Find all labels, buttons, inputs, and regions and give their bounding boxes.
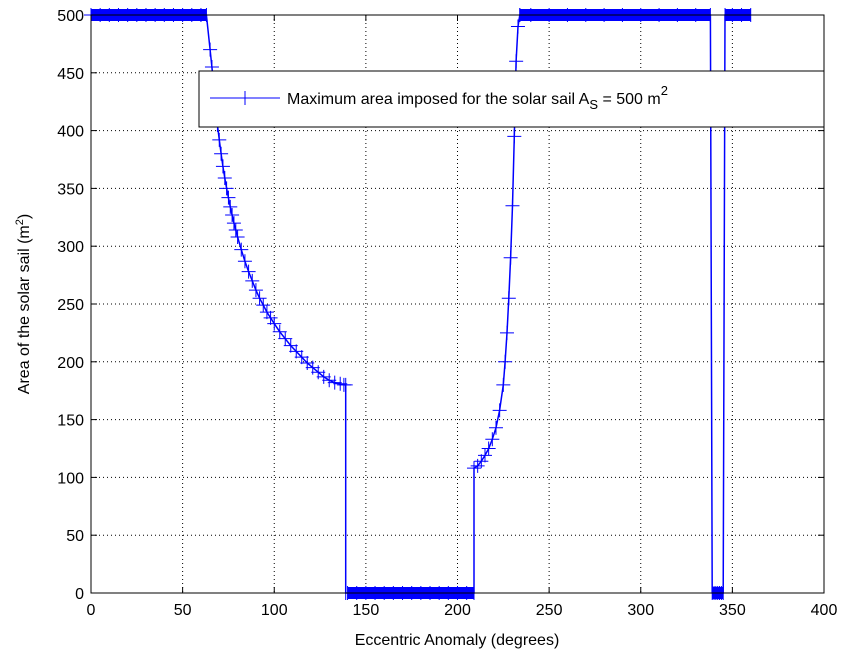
data-point-marker [283, 338, 298, 353]
data-point-marker [322, 373, 337, 388]
data-point-marker [215, 159, 230, 174]
data-point-marker [237, 254, 252, 269]
data-point-marker [503, 250, 518, 265]
data-point-marker [230, 229, 245, 244]
data-point-marker [501, 291, 516, 306]
data-point-marker [338, 377, 353, 392]
legend-label: Maximum area imposed for the solar sail … [287, 83, 668, 112]
data-point-marker [509, 54, 524, 69]
y-tick-label: 150 [57, 413, 84, 430]
data-point-marker [226, 216, 241, 231]
data-point-marker [221, 190, 236, 205]
data-point-marker [477, 448, 492, 463]
data-point-marker [252, 291, 267, 306]
y-tick-label: 50 [66, 528, 84, 545]
data-point-marker [488, 420, 503, 435]
data-point-marker [289, 344, 304, 359]
x-tick-label: 350 [719, 602, 746, 619]
x-tick-label: 50 [174, 602, 192, 619]
x-tick-labels: 0 50 100 150 200 250 300 350 400 [87, 602, 838, 619]
x-tick-label: 200 [444, 602, 471, 619]
y-tick-label: 200 [57, 355, 84, 372]
data-point-marker [212, 132, 227, 147]
data-point-marker [219, 181, 234, 196]
data-point-marker [492, 403, 507, 418]
x-tick-label: 100 [261, 602, 288, 619]
legend-label-main: Maximum area imposed for the solar sail … [287, 91, 590, 108]
x-tick-label: 250 [536, 602, 563, 619]
data-point-marker [234, 242, 249, 257]
y-tick-label: 300 [57, 239, 84, 256]
legend: Maximum area imposed for the solar sail … [198, 70, 825, 128]
data-point-marker [256, 298, 271, 313]
data-point-marker [327, 375, 342, 390]
data-point-marker [245, 273, 260, 288]
y-axis-label: Area of the solar sail (m2) [14, 214, 33, 394]
y-axis-label-sup: 2 [14, 219, 26, 225]
data-point-marker [507, 129, 522, 144]
axes-box [90, 14, 825, 594]
y-tick-label: 500 [57, 8, 84, 25]
y-axis-label-main: Area of the solar sail (m [16, 225, 33, 394]
data-point-marker [316, 369, 331, 384]
y-tick-label: 450 [57, 66, 84, 83]
data-point-marker [214, 146, 229, 161]
data-point-marker [498, 354, 513, 369]
data-point-marker [499, 325, 514, 340]
data-point-marker [267, 316, 282, 331]
data-point-marker [481, 441, 496, 456]
x-tick-label: 0 [87, 602, 96, 619]
legend-label-mid: = 500 m [598, 91, 661, 108]
data-point-marker [272, 324, 287, 339]
data-point-marker [225, 207, 240, 222]
legend-box [198, 70, 825, 128]
data-point-marker [333, 376, 348, 391]
data-point-marker [278, 331, 293, 346]
legend-label-sub: S [589, 97, 598, 112]
y-tick-label: 0 [75, 586, 84, 603]
y-axis-label-end: ) [16, 214, 33, 219]
y-tick-label: 250 [57, 297, 84, 314]
data-point-marker [217, 170, 232, 185]
data-point-marker [263, 310, 278, 325]
y-tick-label: 100 [57, 470, 84, 487]
x-tick-label: 300 [627, 602, 654, 619]
data-point-marker [510, 19, 525, 34]
data-point-marker [241, 264, 256, 279]
data-point-marker [203, 42, 218, 57]
data-point-marker [228, 223, 243, 238]
legend-marker-sample [238, 91, 252, 105]
data-point-marker [496, 377, 511, 392]
data-point-marker [294, 350, 309, 365]
data-point-marker [223, 199, 238, 214]
x-tick-label: 150 [353, 602, 380, 619]
y-tick-labels: 0 50 100 150 200 250 300 350 400 450 500 [57, 8, 84, 603]
data-point-marker [259, 305, 274, 320]
y-tick-label: 400 [57, 124, 84, 141]
legend-label-sup: 2 [661, 83, 668, 98]
y-tick-label: 350 [57, 181, 84, 198]
data-point-marker [505, 198, 520, 213]
x-axis-label: Eccentric Anomaly (degrees) [355, 632, 560, 649]
data-point-marker [466, 461, 481, 476]
data-point-marker [248, 283, 263, 298]
data-point-marker [485, 432, 500, 447]
data-point-marker [474, 454, 489, 469]
x-tick-label: 400 [811, 602, 838, 619]
